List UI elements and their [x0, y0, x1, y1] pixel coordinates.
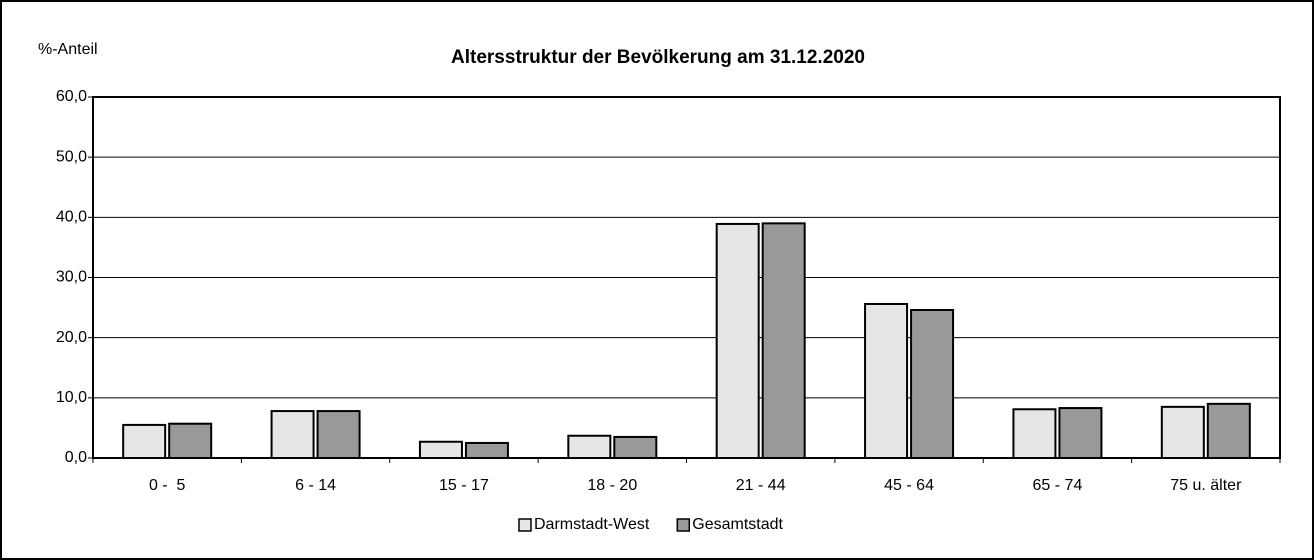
x-tick-label: 45 - 64	[884, 477, 934, 494]
bar	[168, 422, 213, 459]
plot-border	[92, 96, 1281, 459]
y-tick-label: 60,0	[56, 88, 87, 105]
bar	[122, 423, 167, 459]
y-axis-label: %-Anteil	[38, 41, 98, 58]
x-tick-label: 18 - 20	[587, 477, 637, 494]
bar	[316, 410, 361, 460]
y-tick-label: 0,0	[65, 449, 87, 466]
y-tick-label: 50,0	[56, 148, 87, 165]
bar	[567, 434, 612, 460]
bar	[270, 410, 315, 460]
y-tick-label: 40,0	[56, 209, 87, 226]
x-tick-label: 21 - 44	[736, 477, 786, 494]
legend-label: Gesamtstadt	[692, 516, 783, 533]
chart-title: Altersstruktur der Bevölkerung am 31.12.…	[451, 47, 865, 68]
bar	[910, 308, 955, 459]
bar	[613, 435, 658, 460]
x-tick-label: 15 - 17	[439, 477, 489, 494]
y-tick-label: 30,0	[56, 269, 87, 286]
bar	[864, 302, 909, 459]
legend-swatch	[676, 518, 691, 532]
x-tick-label: 65 - 74	[1033, 477, 1083, 494]
y-tick-label: 20,0	[56, 329, 87, 346]
bar	[1058, 407, 1103, 460]
legend-swatch	[518, 518, 532, 532]
y-tick-label: 10,0	[56, 389, 87, 406]
bar	[1012, 408, 1057, 460]
bar	[1160, 405, 1205, 460]
bar	[464, 441, 509, 460]
bar	[418, 440, 463, 460]
bar	[715, 222, 760, 459]
bar	[761, 222, 806, 459]
legend-label: Darmstadt-West	[534, 516, 650, 533]
x-tick-label: 75 u. älter	[1170, 477, 1242, 494]
x-tick-label: 0 - 5	[149, 477, 186, 494]
bar	[1206, 402, 1251, 460]
x-tick-label: 6 - 14	[295, 477, 336, 494]
